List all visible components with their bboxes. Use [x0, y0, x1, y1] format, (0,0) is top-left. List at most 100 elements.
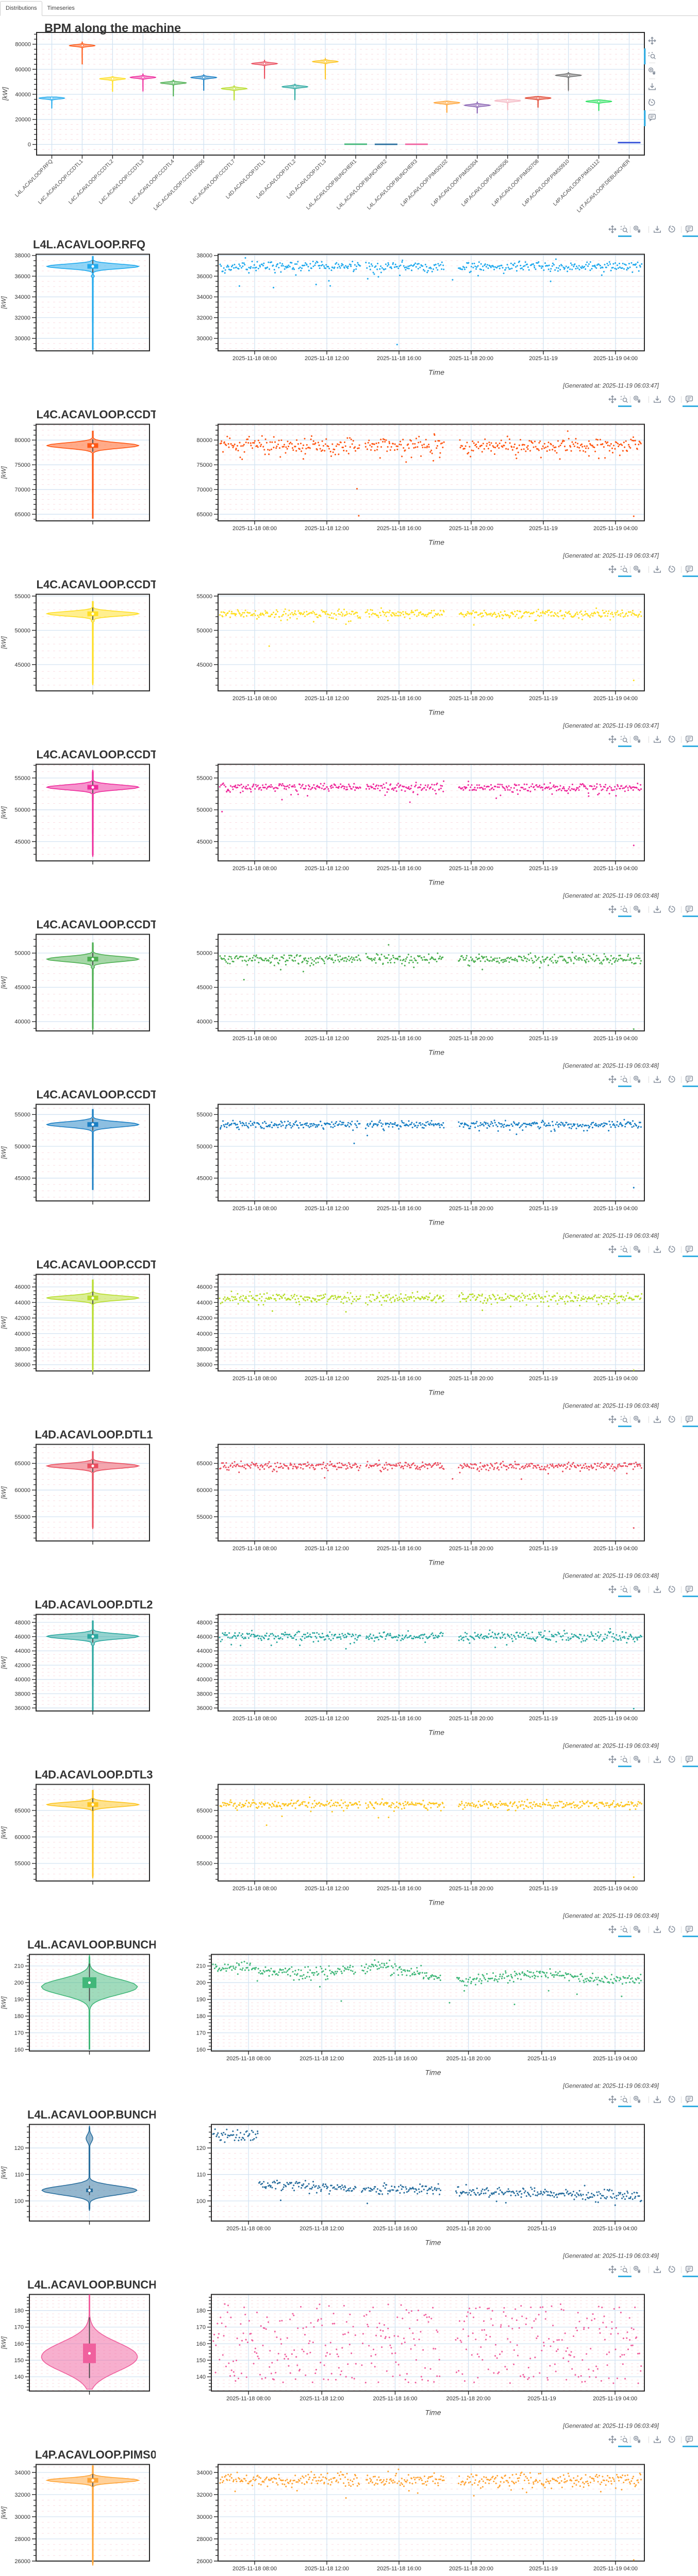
svg-text:200: 200: [14, 1980, 24, 1986]
svg-text:[Generated at: 2025-11-19 06:0: [Generated at: 2025-11-19 06:03:49]: [562, 2424, 659, 2430]
svg-text:[kW]: [kW]: [0, 1146, 7, 1160]
svg-text:2025-11-19 04:00: 2025-11-19 04:00: [593, 1376, 638, 1382]
svg-text:2025-11-19: 2025-11-19: [529, 2566, 557, 2572]
svg-text:180: 180: [196, 2308, 206, 2314]
svg-text:2025-11-18 08:00: 2025-11-18 08:00: [232, 696, 277, 702]
svg-text:2025-11-19: 2025-11-19: [529, 696, 557, 702]
svg-text:50000: 50000: [196, 807, 212, 814]
svg-text:L4T.ACAVLOOP.DEBUNCHER: L4T.ACAVLOOP.DEBUNCHER: [576, 159, 631, 214]
svg-text:2025-11-19 04:00: 2025-11-19 04:00: [593, 1546, 638, 1552]
svg-text:32000: 32000: [14, 2492, 30, 2498]
svg-text:2025-11-18 08:00: 2025-11-18 08:00: [226, 2056, 271, 2062]
svg-text:[kW]: [kW]: [0, 1486, 7, 1500]
svg-text:38000: 38000: [196, 253, 212, 259]
svg-text:2025-11-18 20:00: 2025-11-18 20:00: [449, 355, 493, 362]
svg-text:2025-11-19: 2025-11-19: [527, 2226, 556, 2232]
svg-text:34000: 34000: [196, 2470, 212, 2476]
svg-text:[kW]: [kW]: [1, 87, 9, 101]
svg-text:38000: 38000: [196, 1347, 212, 1353]
svg-text:30000: 30000: [196, 2514, 212, 2520]
svg-text:2025-11-18 12:00: 2025-11-18 12:00: [305, 1546, 349, 1552]
svg-text:Time: Time: [428, 1388, 444, 1397]
svg-text:2025-11-18 08:00: 2025-11-18 08:00: [232, 1036, 277, 1042]
svg-text:60000: 60000: [196, 1487, 212, 1494]
svg-text:32000: 32000: [14, 315, 30, 321]
svg-text:[Generated at: 2025-11-19 06:0: [Generated at: 2025-11-19 06:03:48]: [562, 1573, 659, 1580]
svg-text:20000: 20000: [15, 117, 31, 123]
svg-text:45000: 45000: [196, 985, 212, 991]
svg-text:2025-11-18 16:00: 2025-11-18 16:00: [377, 1206, 421, 1212]
svg-text:L4L.ACAVLOOP.BUNCHER3: L4L.ACAVLOOP.BUNCHER3: [366, 159, 419, 211]
svg-text:Time: Time: [425, 2069, 441, 2077]
svg-text:100: 100: [196, 2198, 206, 2205]
svg-text:2025-11-18 08:00: 2025-11-18 08:00: [226, 2396, 271, 2402]
svg-text:170: 170: [196, 2325, 206, 2331]
svg-text:2025-11-18 12:00: 2025-11-18 12:00: [305, 1376, 349, 1382]
svg-text:32000: 32000: [196, 2492, 212, 2498]
svg-text:36000: 36000: [196, 274, 212, 280]
svg-text:48000: 48000: [14, 1620, 30, 1626]
svg-text:65000: 65000: [196, 1461, 212, 1467]
svg-text:45000: 45000: [196, 839, 212, 845]
svg-text:44000: 44000: [14, 1300, 30, 1306]
svg-text:2025-11-19 04:00: 2025-11-19 04:00: [593, 1036, 638, 1042]
svg-text:[Generated at: 2025-11-19 06:0: [Generated at: 2025-11-19 06:03:47]: [562, 723, 659, 730]
svg-text:50000: 50000: [14, 807, 30, 814]
svg-text:2025-11-19: 2025-11-19: [529, 1886, 557, 1892]
svg-text:160: 160: [196, 2047, 206, 2053]
svg-text:160: 160: [196, 2341, 206, 2347]
svg-text:190: 190: [196, 1997, 206, 2003]
svg-text:140: 140: [14, 2374, 24, 2380]
svg-text:48000: 48000: [196, 1620, 212, 1626]
svg-text:2025-11-18 16:00: 2025-11-18 16:00: [377, 1036, 421, 1042]
svg-text:34000: 34000: [14, 294, 30, 300]
svg-text:Time: Time: [428, 1218, 444, 1227]
svg-text:2025-11-19: 2025-11-19: [529, 1036, 557, 1042]
svg-text:2025-11-18 20:00: 2025-11-18 20:00: [446, 2056, 491, 2062]
svg-text:55000: 55000: [196, 1112, 212, 1118]
svg-text:[kW]: [kW]: [0, 1656, 7, 1670]
svg-text:[Generated at: 2025-11-19 06:0: [Generated at: 2025-11-19 06:03:48]: [562, 1233, 659, 1240]
svg-text:2025-11-19 04:00: 2025-11-19 04:00: [593, 1206, 638, 1212]
svg-text:Time: Time: [425, 2239, 441, 2247]
svg-text:55000: 55000: [196, 594, 212, 600]
svg-text:44000: 44000: [196, 1648, 212, 1654]
svg-text:2025-11-19: 2025-11-19: [529, 526, 557, 532]
svg-text:30000: 30000: [14, 2514, 30, 2520]
svg-text:28000: 28000: [14, 2536, 30, 2543]
svg-text:2025-11-19 04:00: 2025-11-19 04:00: [593, 1886, 638, 1892]
svg-text:36000: 36000: [196, 1705, 212, 1711]
svg-text:2025-11-19 04:00: 2025-11-19 04:00: [593, 696, 638, 702]
svg-text:180: 180: [196, 2013, 206, 2020]
svg-text:45000: 45000: [196, 662, 212, 668]
svg-text:2025-11-18 08:00: 2025-11-18 08:00: [232, 866, 277, 872]
svg-text:2025-11-18 08:00: 2025-11-18 08:00: [232, 355, 277, 362]
svg-text:55000: 55000: [196, 1514, 212, 1520]
svg-text:[Generated at: 2025-11-19 06:0: [Generated at: 2025-11-19 06:03:49]: [562, 2253, 659, 2260]
svg-text:2025-11-19 04:00: 2025-11-19 04:00: [593, 2226, 637, 2232]
svg-text:[Generated at: 2025-11-19 06:0: [Generated at: 2025-11-19 06:03:49]: [562, 1913, 659, 1920]
svg-text:55000: 55000: [14, 775, 30, 782]
svg-text:2025-11-18 16:00: 2025-11-18 16:00: [377, 1376, 421, 1382]
svg-text:60000: 60000: [14, 1834, 30, 1840]
svg-text:160: 160: [14, 2047, 24, 2053]
svg-text:45000: 45000: [14, 839, 30, 845]
svg-text:40000: 40000: [15, 92, 31, 98]
svg-text:2025-11-19: 2025-11-19: [529, 1376, 557, 1382]
svg-text:42000: 42000: [196, 1663, 212, 1669]
svg-text:2025-11-19 04:00: 2025-11-19 04:00: [593, 2056, 637, 2062]
svg-text:28000: 28000: [196, 2536, 212, 2543]
svg-text:36000: 36000: [196, 1362, 212, 1368]
svg-text:38000: 38000: [14, 1347, 30, 1353]
svg-text:2025-11-18 12:00: 2025-11-18 12:00: [305, 2566, 349, 2572]
svg-text:65000: 65000: [14, 512, 30, 518]
svg-text:100: 100: [14, 2198, 24, 2205]
svg-text:2025-11-19 04:00: 2025-11-19 04:00: [593, 1716, 638, 1722]
svg-text:140: 140: [196, 2374, 206, 2380]
svg-text:42000: 42000: [14, 1663, 30, 1669]
svg-text:120: 120: [14, 2145, 24, 2151]
svg-text:170: 170: [196, 2030, 206, 2036]
svg-text:2025-11-19 04:00: 2025-11-19 04:00: [593, 526, 638, 532]
svg-text:2025-11-18 16:00: 2025-11-18 16:00: [377, 526, 421, 532]
svg-text:2025-11-18 12:00: 2025-11-18 12:00: [305, 1036, 349, 1042]
